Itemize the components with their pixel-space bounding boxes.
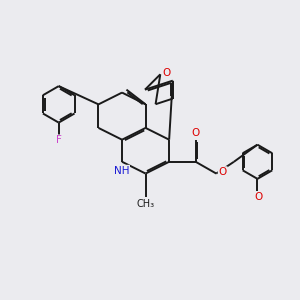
Text: O: O	[219, 167, 227, 177]
Text: O: O	[191, 128, 200, 138]
Text: O: O	[163, 68, 171, 78]
Text: CH₃: CH₃	[136, 200, 154, 209]
Text: F: F	[56, 135, 62, 145]
Text: NH: NH	[114, 166, 129, 176]
Text: O: O	[255, 192, 263, 202]
